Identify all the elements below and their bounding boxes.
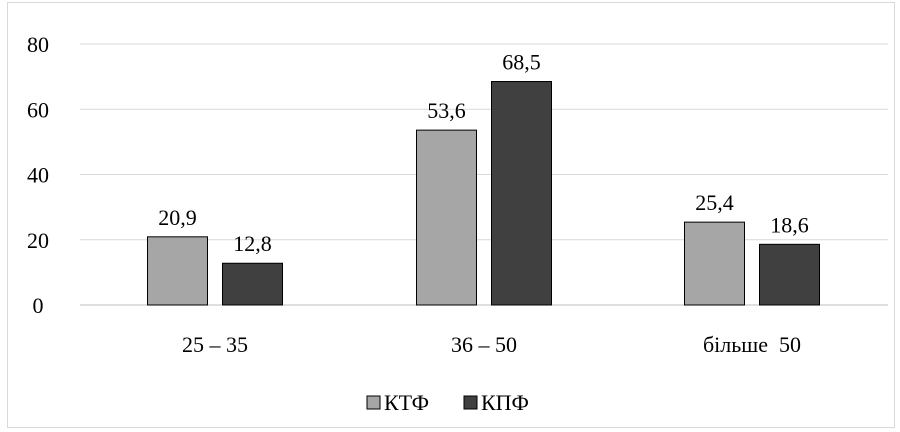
bar-КПФ-2 <box>759 243 820 306</box>
bars <box>147 81 820 306</box>
x-tick-label: більше 50 <box>703 332 801 357</box>
legend: КТФ КПФ <box>366 390 529 415</box>
data-label: 53,6 <box>427 98 466 123</box>
gridlines <box>80 43 888 306</box>
x-tick-label: 25 – 35 <box>182 332 248 357</box>
bar-КПФ-1 <box>491 81 552 306</box>
x-axis-ticks: 25 – 35 36 – 50 більше 50 <box>182 332 801 357</box>
bar-КТФ-0 <box>147 236 208 306</box>
y-tick-label: 80 <box>27 32 49 57</box>
legend-swatch-КТФ <box>366 395 381 410</box>
bar-КПФ-0 <box>222 262 283 306</box>
y-tick-label: 60 <box>27 97 49 122</box>
data-label: 18,6 <box>770 212 809 237</box>
x-tick-label: 36 – 50 <box>451 332 517 357</box>
y-tick-label: 0 <box>33 293 44 318</box>
bar-КТФ-2 <box>684 221 745 306</box>
data-label: 68,5 <box>502 50 541 75</box>
legend-label: КТФ <box>384 390 429 415</box>
data-label: 20,9 <box>158 205 197 230</box>
legend-swatch-КПФ <box>463 395 478 410</box>
data-label: 25,4 <box>695 190 734 215</box>
y-tick-label: 40 <box>27 163 49 188</box>
data-labels: 20,9 53,6 25,4 12,8 68,5 18,6 <box>158 50 809 257</box>
legend-label: КПФ <box>481 390 529 415</box>
data-label: 12,8 <box>233 231 272 256</box>
bar-КТФ-1 <box>416 129 477 306</box>
y-tick-label: 20 <box>27 228 49 253</box>
y-axis-ticks: 0 20 40 60 80 <box>27 32 49 318</box>
